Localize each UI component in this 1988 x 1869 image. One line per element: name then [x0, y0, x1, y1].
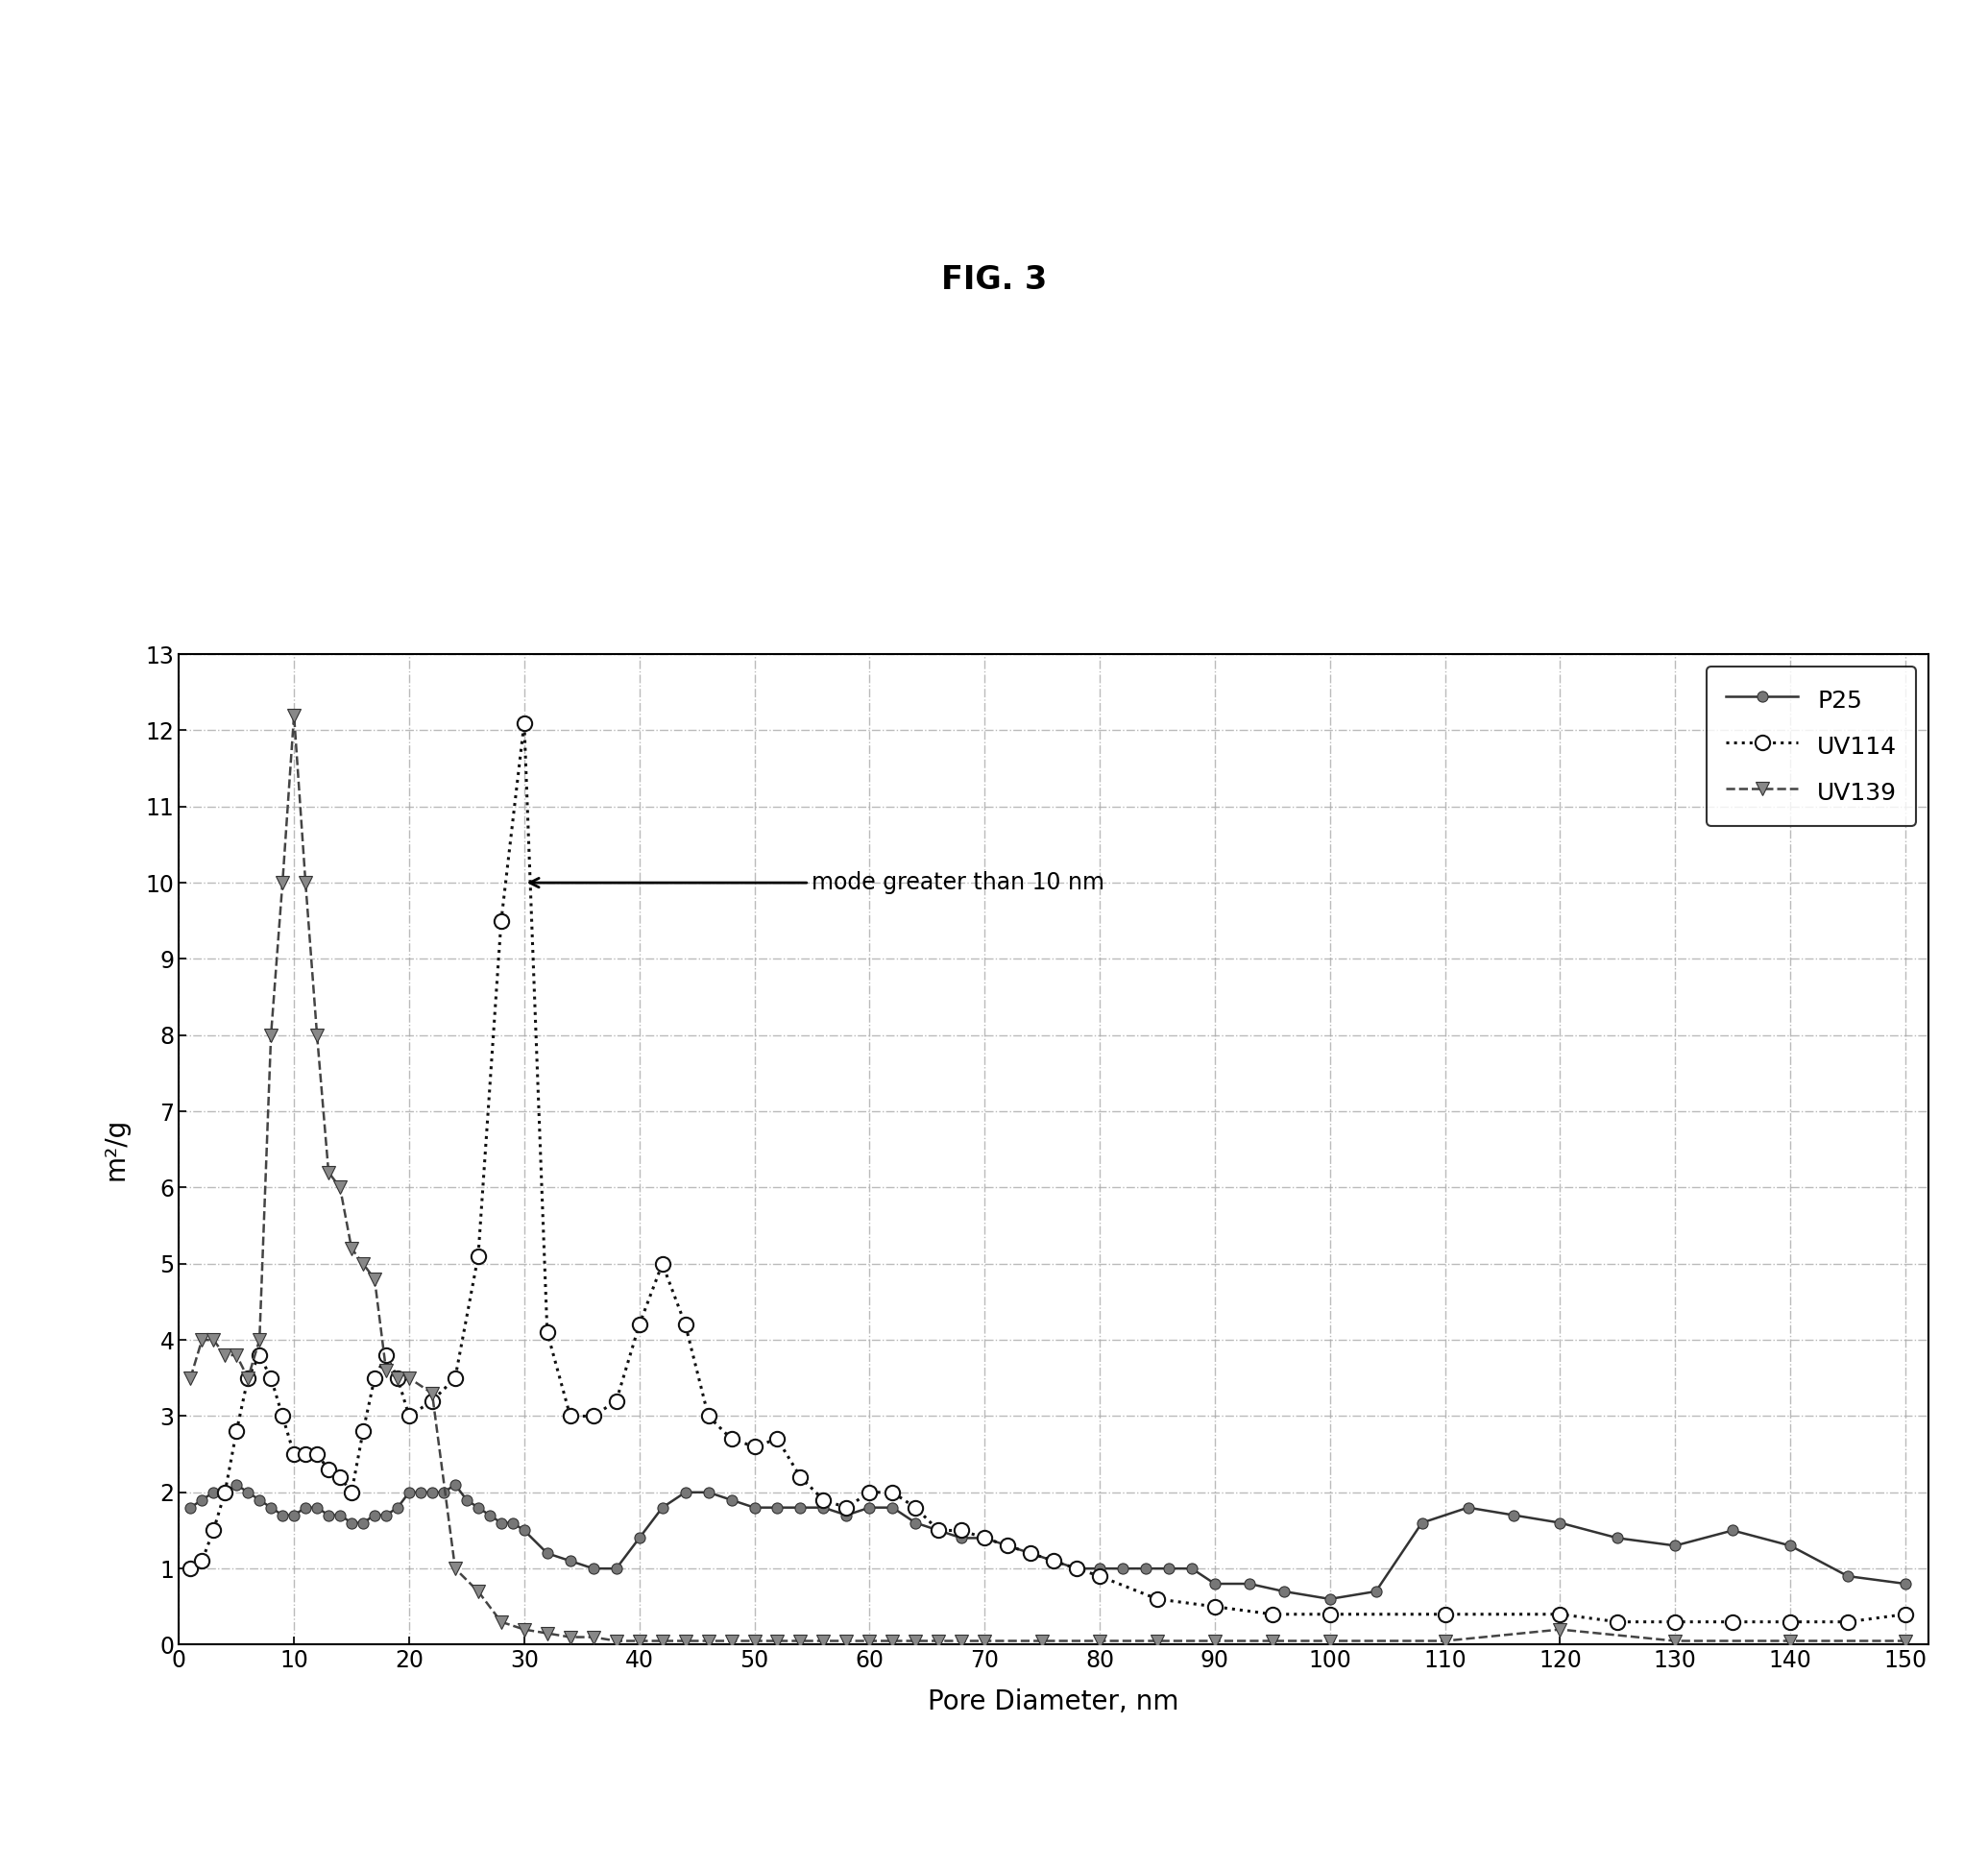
UV139: [789, 1630, 813, 1652]
P25: [811, 1497, 835, 1519]
UV139: [191, 1329, 215, 1351]
UV139: [179, 1366, 203, 1389]
UV114: [237, 1366, 260, 1389]
Text: mode greater than 10 nm: mode greater than 10 nm: [531, 871, 1105, 893]
UV114: [1433, 1604, 1457, 1626]
P25: [1893, 1572, 1916, 1594]
Line: UV114: UV114: [183, 716, 1912, 1630]
P25: [362, 1505, 386, 1527]
UV139: [604, 1630, 628, 1652]
UV139: [835, 1630, 859, 1652]
UV139: [443, 1557, 467, 1579]
UV139: [720, 1630, 744, 1652]
Line: UV139: UV139: [183, 708, 1912, 1648]
P25: [374, 1505, 398, 1527]
P25: [467, 1497, 491, 1519]
UV114: [1606, 1611, 1630, 1634]
UV114: [179, 1557, 203, 1579]
P25: [1318, 1589, 1342, 1611]
P25: [789, 1497, 813, 1519]
UV139: [282, 705, 306, 727]
X-axis label: Pore Diameter, nm: Pore Diameter, nm: [928, 1688, 1179, 1716]
P25: [1606, 1527, 1630, 1549]
P25: [225, 1473, 248, 1495]
UV114: [362, 1366, 386, 1389]
UV139: [972, 1630, 996, 1652]
P25: [179, 1497, 203, 1519]
UV139: [1893, 1630, 1916, 1652]
Text: FIG. 3: FIG. 3: [940, 265, 1048, 295]
Legend: P25, UV114, UV139: P25, UV114, UV139: [1708, 665, 1916, 826]
UV114: [835, 1497, 859, 1519]
UV114: [513, 712, 537, 735]
UV114: [1893, 1604, 1916, 1626]
Line: P25: P25: [185, 1480, 1910, 1604]
Y-axis label: m²/g: m²/g: [103, 1118, 129, 1181]
UV114: [674, 1314, 698, 1336]
UV114: [316, 1458, 340, 1480]
